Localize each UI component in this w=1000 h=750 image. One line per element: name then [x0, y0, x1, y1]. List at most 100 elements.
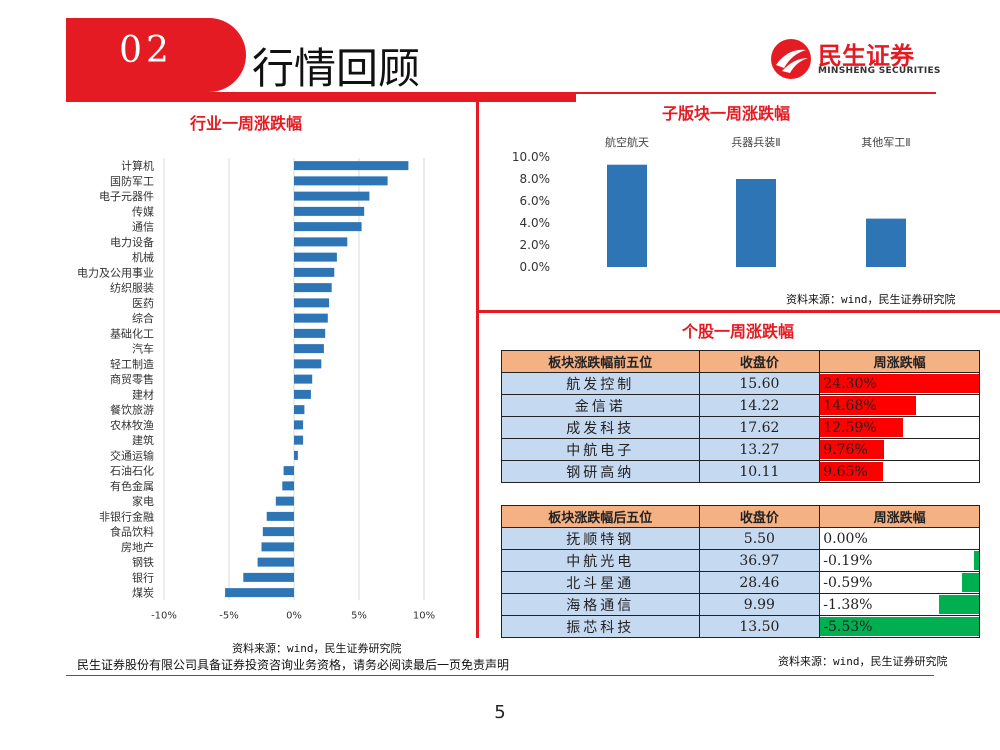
bar	[294, 252, 337, 262]
y-tick-label: 6.0%	[520, 194, 551, 208]
change-value: 0.00%	[823, 530, 868, 547]
close-price: 9.99	[698, 593, 821, 616]
table-row: 抚顺特钢 5.50 0.00%	[501, 527, 980, 550]
category-label: 家电	[132, 494, 154, 508]
category-label: 银行	[132, 570, 154, 584]
category-label: 食品饮料	[110, 525, 154, 539]
stock-name: 振芯科技	[501, 615, 700, 638]
change-databar	[939, 595, 979, 614]
weekly-change: 12.59%	[819, 416, 980, 439]
change-databar	[820, 440, 885, 459]
x-tick-label: -5%	[219, 610, 238, 621]
category-label: 国防军工	[110, 174, 154, 188]
change-databar	[962, 573, 979, 592]
category-label: 其他军工Ⅱ	[861, 136, 910, 149]
section-number-band	[66, 18, 246, 92]
bar	[294, 450, 298, 460]
bar	[257, 557, 294, 567]
category-label: 兵器兵装Ⅱ	[731, 136, 780, 149]
category-label: 交通运输	[110, 448, 154, 462]
close-price: 13.27	[698, 438, 821, 461]
change-value: -0.19%	[823, 552, 873, 569]
change-value: 14.68%	[823, 397, 877, 414]
change-value: -0.59%	[823, 574, 873, 591]
bar	[225, 588, 294, 598]
bar	[266, 511, 294, 521]
change-value: 24.30%	[823, 375, 877, 392]
bar	[607, 164, 647, 267]
weekly-change: 9.65%	[819, 460, 980, 483]
industry-chart-source: 资料来源：wind，民生证券研究院	[232, 642, 402, 655]
weekly-change: 9.76%	[819, 438, 980, 461]
bar	[294, 222, 362, 232]
stock-name: 抚顺特钢	[501, 527, 700, 550]
category-label: 商贸零售	[110, 372, 154, 386]
stocks-source: 资料来源：wind，民生证券研究院	[778, 655, 948, 668]
category-label: 传媒	[132, 205, 154, 218]
weekly-change: 0.00%	[819, 527, 980, 550]
close-price: 28.46	[698, 571, 821, 594]
bar	[275, 496, 294, 506]
bar	[294, 359, 322, 369]
x-tick-label: 5%	[351, 610, 367, 621]
subsector-bar-chart: 0.0% 2.0% 4.0% 6.0% 8.0% 10.0% 航空航天 兵器兵装Ⅱ 其他军工Ⅱ	[512, 135, 911, 274]
change-databar	[820, 374, 979, 393]
industry-chart-title: 行业一周涨跌幅	[190, 114, 303, 133]
y-tick-label: 0.0%	[520, 260, 551, 274]
stock-name: 钢研高纳	[501, 460, 700, 483]
change-value: 12.59%	[823, 419, 877, 436]
bottom-five-table: 板块涨跌幅后五位 收盘价 周涨跌幅 抚顺特钢 5.50 0.00% 中航光电 36.97…	[501, 505, 980, 638]
table-row: 北斗星通 28.46 -0.59%	[501, 571, 980, 594]
x-tick-label: -10%	[151, 610, 177, 621]
stock-name: 成发科技	[501, 416, 700, 439]
table-row: 成发科技 17.62 12.59%	[501, 416, 980, 439]
stock-name: 中航光电	[501, 549, 700, 572]
table-row: 振芯科技 13.50 -5.53%	[501, 615, 980, 638]
bar	[294, 328, 326, 338]
category-label: 有色金属	[110, 479, 154, 493]
bar	[262, 527, 294, 537]
category-label: 汽车	[132, 342, 154, 356]
bar	[294, 374, 313, 384]
horizontal-divider	[479, 310, 1000, 313]
footer-rule	[66, 675, 934, 676]
y-tick-label: 10.0%	[512, 150, 550, 164]
section-number: 02	[119, 30, 173, 71]
bar	[294, 161, 409, 171]
col-header: 板块涨跌幅后五位	[501, 505, 700, 528]
x-tick-label: 10%	[413, 610, 435, 621]
bar	[294, 344, 324, 354]
bar	[736, 179, 776, 267]
stock-name: 航发控制	[501, 372, 700, 395]
category-label: 综合	[132, 311, 154, 325]
page-number: 5	[494, 702, 506, 723]
y-tick-label: 2.0%	[520, 238, 551, 252]
bar	[294, 206, 365, 216]
col-header: 收盘价	[698, 350, 821, 373]
minsheng-logo-icon	[771, 39, 811, 79]
header-rule-thick	[66, 92, 576, 102]
category-label: 机械	[132, 250, 154, 264]
category-label: 通信	[132, 221, 154, 234]
bar	[261, 542, 294, 552]
header-rule-thin	[576, 92, 936, 94]
logo-text-en: MINSHENG SECURITIES	[818, 66, 941, 76]
stock-name: 北斗星通	[501, 571, 700, 594]
close-price: 36.97	[698, 549, 821, 572]
change-value: -1.38%	[823, 596, 873, 613]
category-label: 建材	[132, 387, 154, 401]
category-label: 电力设备	[110, 235, 154, 249]
bar	[294, 389, 311, 399]
close-price: 13.50	[698, 615, 821, 638]
col-header: 收盘价	[698, 505, 821, 528]
close-price: 17.62	[698, 416, 821, 439]
bar	[294, 283, 332, 293]
logo-text-cn: 民生证券	[818, 42, 914, 70]
category-label: 基础化工	[110, 326, 154, 340]
category-label: 钢铁	[132, 556, 154, 569]
change-value: 9.76%	[823, 441, 868, 458]
category-label: 煤炭	[132, 587, 154, 600]
table-row: 海格通信 9.99 -1.38%	[501, 593, 980, 616]
category-label: 餐饮旅游	[110, 403, 154, 417]
x-tick-label: 0%	[286, 610, 302, 621]
